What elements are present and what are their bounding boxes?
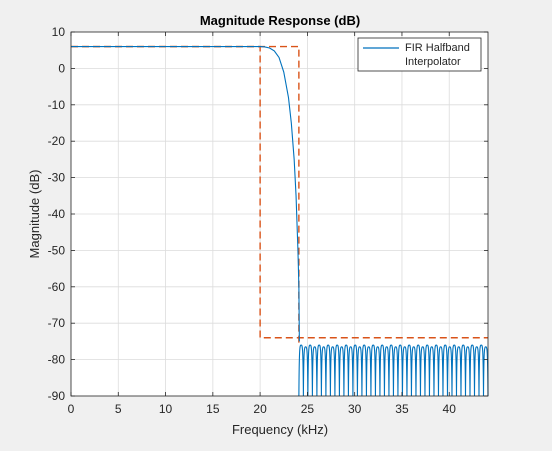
x-tick-label: 5 [115, 402, 122, 416]
y-tick-label: -80 [48, 353, 66, 367]
response-curve [71, 46, 300, 342]
y-tick-label: -40 [48, 207, 66, 221]
y-tick-label: -20 [48, 134, 66, 148]
passband-transition-curve [71, 46, 300, 342]
x-tick-label: 40 [443, 402, 457, 416]
y-tick-label: -70 [48, 316, 66, 330]
y-tick-label: 0 [58, 61, 65, 75]
x-tick-label: 20 [253, 402, 267, 416]
y-tick-label: -50 [48, 243, 66, 257]
y-tick-label: -90 [48, 389, 66, 403]
x-tick-label: 0 [68, 402, 75, 416]
legend-box [357, 37, 482, 72]
y-tick-label: 10 [52, 25, 66, 39]
chart-title: Magnitude Response (dB) [200, 13, 360, 28]
x-tick-label: 30 [348, 402, 362, 416]
legend[interactable]: FIR Halfband Interpolator [357, 37, 482, 72]
y-axis-label: Magnitude (dB) [27, 170, 42, 259]
y-tick-label: -30 [48, 171, 66, 185]
legend-entry-line-2: Interpolator [405, 56, 461, 68]
x-tick-label: 10 [159, 402, 173, 416]
y-tick-label: -60 [48, 280, 66, 294]
stopband-ripple-curve [298, 344, 489, 397]
legend-entry-line-1: FIR Halfband [405, 42, 470, 54]
axis-ticks: 0 5 10 15 20 25 30 35 40 10 0 -10 -20 -30 -40 -50 -60 -70… [48, 25, 488, 416]
x-axis-label: Frequency (kHz) [232, 422, 328, 437]
x-tick-label: 15 [206, 402, 220, 416]
x-tick-label: 25 [301, 402, 315, 416]
stopband-ripple [298, 344, 489, 397]
x-tick-label: 35 [395, 402, 409, 416]
y-tick-label: -10 [48, 98, 66, 112]
